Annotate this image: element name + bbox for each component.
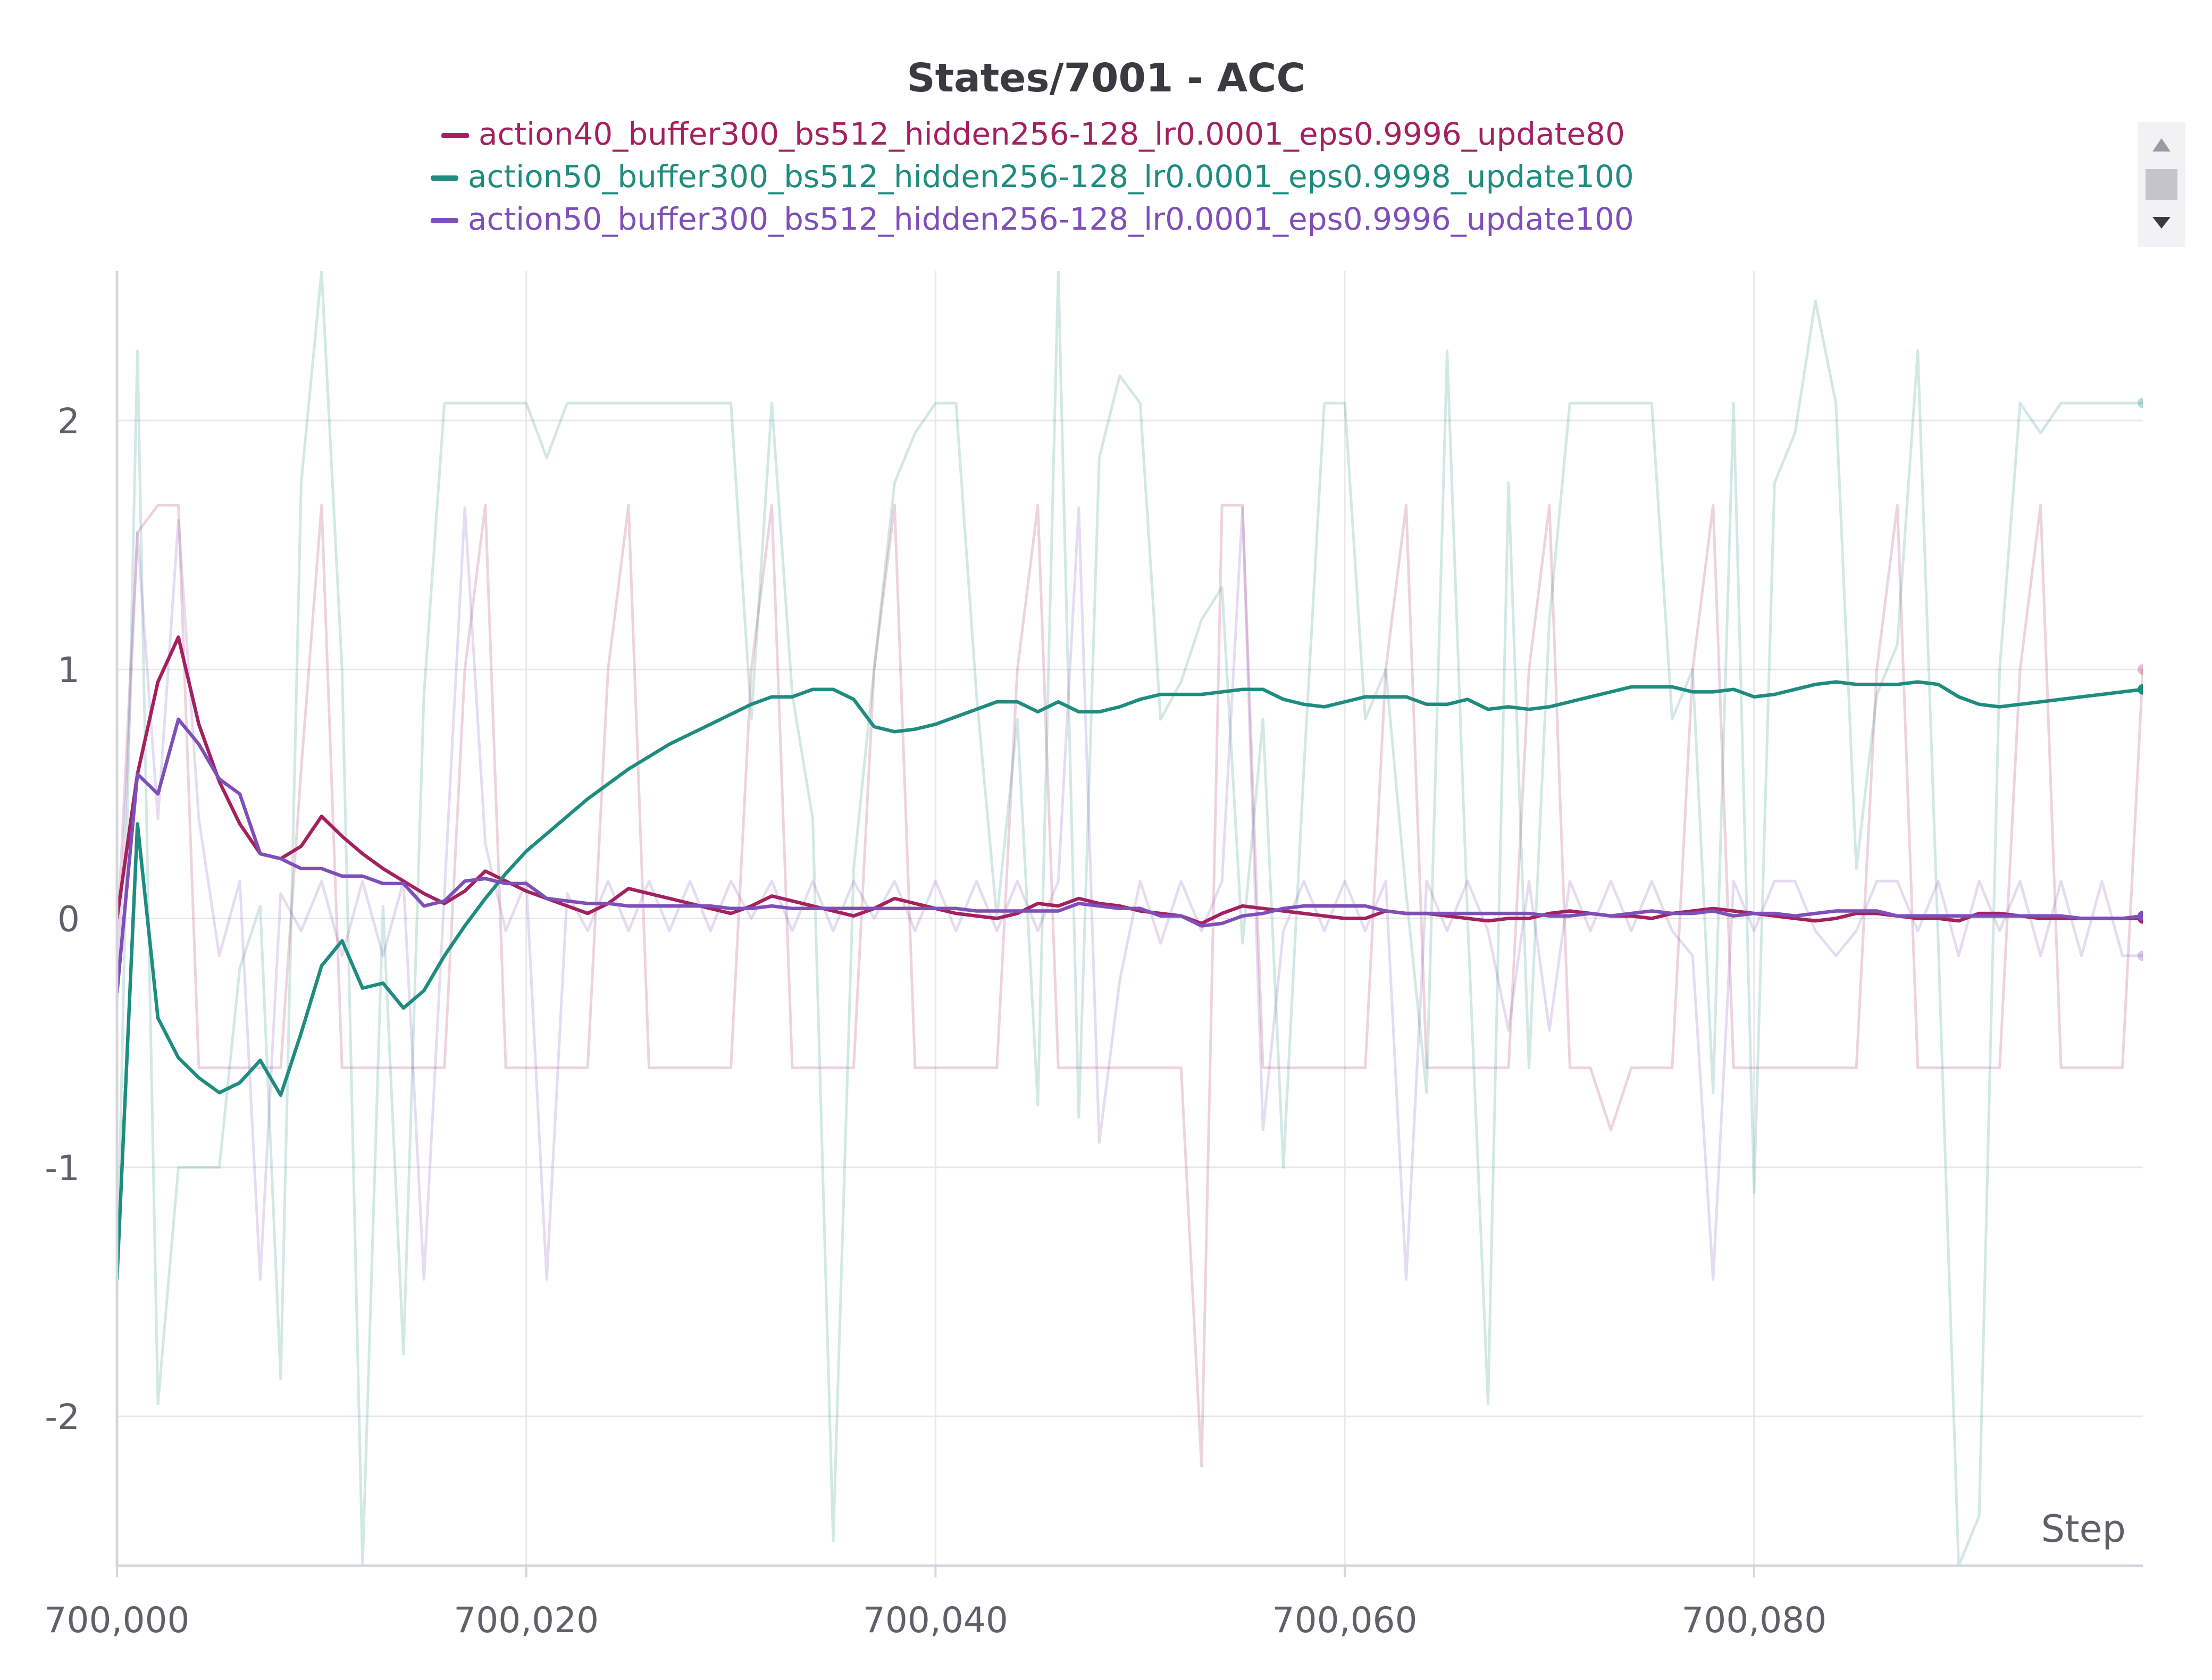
legend-scroll-thumb[interactable] (2146, 169, 2177, 200)
smoothed-series-layer (117, 635, 2143, 1280)
legend-scroll-down-icon[interactable] (2152, 217, 2171, 229)
x-tick-label: 700,060 (1272, 1600, 1418, 1641)
legend: action40_buffer300_bs512_hidden256-128_l… (431, 116, 1634, 237)
series-raw-line-3 (117, 506, 2143, 1281)
chart-title: States/7001 - ACC (907, 55, 1305, 101)
legend-scroll-up-icon[interactable] (2152, 138, 2171, 152)
series-raw-end-point (2138, 398, 2143, 409)
axes (115, 271, 2143, 1577)
series-raw-line-1 (117, 503, 2143, 1468)
legend-swatch (431, 175, 458, 181)
x-axis-label: Step (2041, 1507, 2126, 1551)
series-smoothed-line-2 (117, 680, 2143, 1280)
series-smoothed-line-3 (117, 717, 2143, 994)
legend-swatch (431, 218, 458, 223)
series-raw-line-2 (117, 271, 2143, 1566)
legend-swatch (441, 133, 469, 138)
legend-item[interactable]: action50_buffer300_bs512_hidden256-128_l… (431, 158, 1634, 195)
legend-label: action40_buffer300_bs512_hidden256-128_l… (479, 116, 1625, 152)
series-end-point (2138, 684, 2143, 695)
x-tick-label: 700,020 (454, 1600, 599, 1641)
raw-series-layer (117, 271, 2143, 1566)
series-end-point (2138, 910, 2143, 921)
legend-label: action50_buffer300_bs512_hidden256-128_l… (468, 201, 1634, 237)
y-tick-label: 2 (57, 401, 80, 442)
series-raw-end-point (2138, 950, 2143, 961)
y-tick-label: 0 (57, 899, 80, 940)
x-tick-label: 700,040 (863, 1600, 1008, 1641)
y-tick-label: -2 (45, 1397, 80, 1438)
legend-label: action50_buffer300_bs512_hidden256-128_l… (468, 158, 1634, 195)
legend-item[interactable]: action40_buffer300_bs512_hidden256-128_l… (441, 116, 1625, 152)
y-tick-label: -1 (45, 1148, 80, 1189)
x-tick-label: 700,080 (1681, 1600, 1826, 1641)
x-tick-label: 700,000 (45, 1600, 190, 1641)
y-tick-label: 1 (57, 650, 80, 691)
series-raw-end-point (2138, 664, 2143, 675)
legend-scrollbar[interactable] (2138, 122, 2185, 247)
legend-item[interactable]: action50_buffer300_bs512_hidden256-128_l… (431, 201, 1634, 237)
